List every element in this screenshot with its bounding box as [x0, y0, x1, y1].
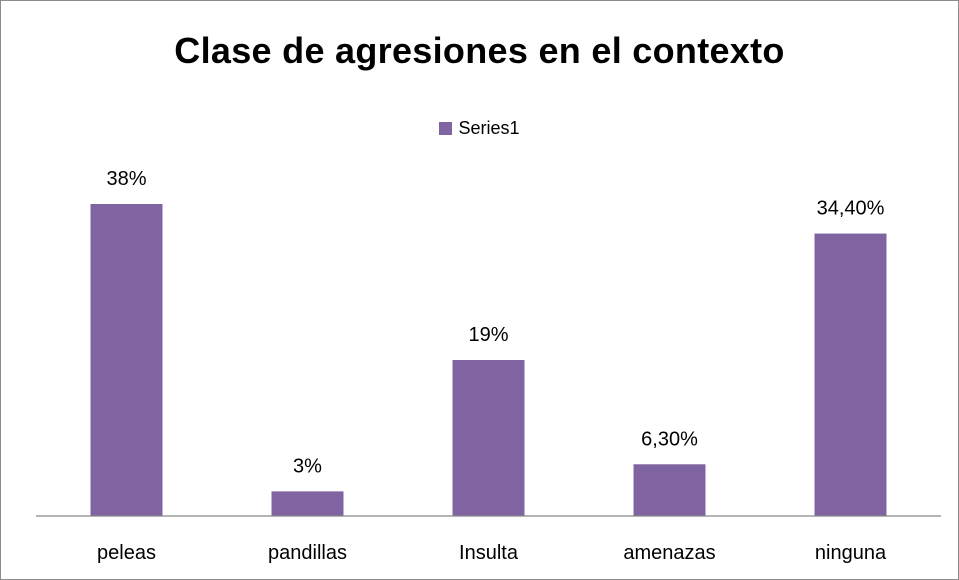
data-label-peleas: 38%	[106, 168, 146, 190]
x-tick-label-pandillas: pandillas	[268, 542, 347, 564]
chart-title: Clase de agresiones en el contexto	[174, 30, 785, 71]
legend-label: Series1	[458, 118, 520, 138]
data-label-ninguna: 34,40%	[817, 198, 885, 220]
data-label-amenazas: 6,30%	[641, 428, 698, 450]
x-tick-label-amenazas: amenazas	[623, 542, 715, 564]
data-label-pandillas: 3%	[293, 455, 322, 477]
bar-ninguna	[814, 233, 887, 516]
data-label-insulta: 19%	[468, 324, 508, 346]
x-tick-label-ninguna: ninguna	[815, 542, 887, 564]
bar-insulta	[452, 360, 525, 516]
bar-amenazas	[633, 464, 706, 516]
x-tick-label-insulta: Insulta	[459, 542, 519, 564]
bar-pandillas	[271, 491, 344, 516]
legend: Series1	[0, 118, 959, 139]
legend-swatch	[439, 122, 453, 135]
x-tick-label-peleas: peleas	[97, 542, 156, 564]
bar-peleas	[90, 204, 163, 516]
